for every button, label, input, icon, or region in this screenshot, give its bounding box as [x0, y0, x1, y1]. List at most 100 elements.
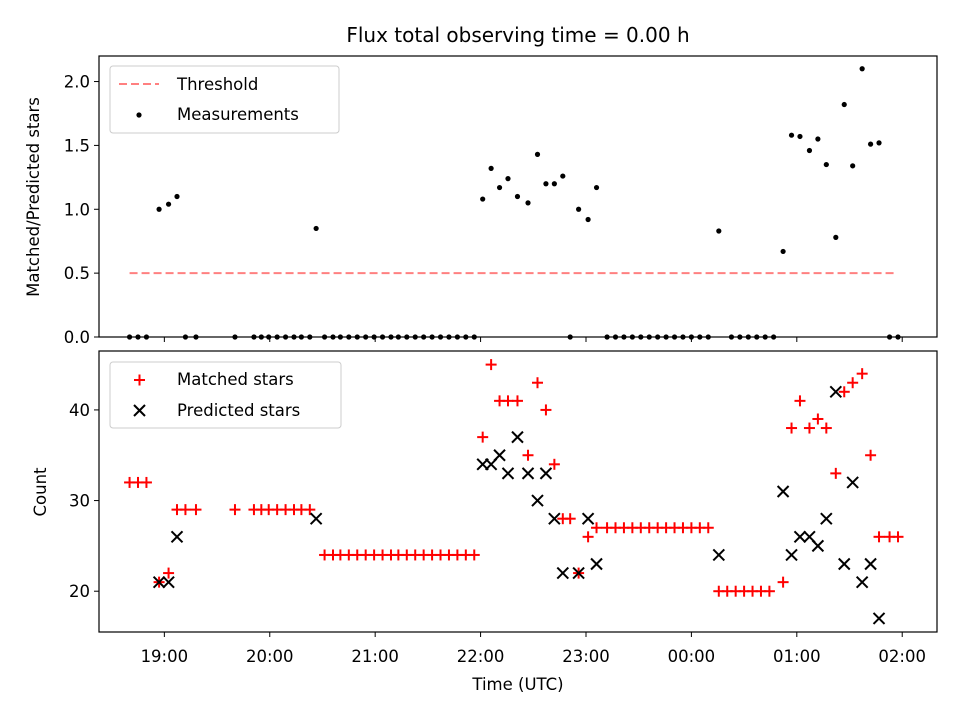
measurement-point — [780, 248, 786, 255]
measurement-point — [560, 173, 566, 179]
measurement-point — [806, 147, 813, 154]
matched-star-point — [179, 504, 191, 516]
predicted-star-point — [793, 530, 807, 544]
measurement-point — [850, 163, 856, 169]
measurements-legend-label: Measurements — [177, 105, 299, 124]
measurement-point — [543, 181, 549, 187]
predicted-star-stroke — [712, 548, 726, 562]
y-tick-label: 30 — [69, 492, 90, 511]
matched-star-point — [786, 422, 798, 434]
measurement-point — [815, 136, 821, 142]
predicted-star-point — [556, 566, 570, 580]
matched-star-point — [229, 504, 241, 516]
count-plot-frame — [98, 350, 938, 633]
predicted-star-stroke — [581, 512, 595, 525]
matched-star-point — [564, 513, 576, 525]
predicted-star-point — [829, 385, 843, 398]
predicted-star-stroke — [309, 512, 323, 525]
predicted-star-point — [864, 557, 877, 571]
measurement-point — [174, 193, 180, 200]
count-legend-box — [109, 361, 342, 429]
matched-star-point — [794, 395, 806, 407]
predicted-legend-swatch — [133, 404, 146, 417]
predicted-star-stroke — [864, 557, 877, 571]
matched-legend-swatch — [134, 374, 145, 386]
y-tick-label: 1.0 — [64, 200, 90, 219]
predicted-star-stroke — [872, 612, 886, 625]
measurement-point — [841, 101, 847, 108]
matched-star-point — [304, 504, 316, 516]
measurement-point — [797, 133, 803, 140]
matched-star-point — [856, 368, 868, 380]
ratio-legend: Threshold Measurements — [109, 65, 340, 134]
measurement-point — [859, 66, 865, 72]
predicted-star-point — [548, 512, 561, 525]
predicted-star-stroke — [501, 467, 515, 480]
measurement-point — [576, 206, 582, 212]
predicted-star-point — [309, 512, 323, 525]
matched-star-point — [820, 422, 832, 434]
predicted-star-stroke — [820, 512, 833, 525]
x-axis-ticks: 19:00 20:00 21:00 22:00 23:00 00:00 01:00 02:00 — [141, 337, 926, 666]
matched-star-point — [485, 359, 497, 371]
predicted-star-point — [712, 548, 726, 562]
predicted-star-point — [838, 557, 851, 571]
matched-star-point — [777, 576, 789, 588]
measurement-point — [716, 228, 722, 234]
predicted-star-point — [590, 557, 603, 571]
predicted-star-stroke — [539, 467, 553, 480]
x-tick-label: 00:00 — [668, 647, 716, 666]
predicted-star-stroke — [846, 476, 859, 489]
matched-star-point — [865, 449, 877, 461]
ratio-axis-ticks: 0.0 0.5 1.0 1.5 2.0 — [64, 73, 99, 347]
measurement-point — [876, 140, 882, 146]
predicted-star-point — [511, 430, 524, 444]
matched-star-point — [873, 531, 885, 543]
matched-star-point — [540, 404, 552, 416]
count-axis-ticks: 20 30 40 — [69, 401, 99, 601]
x-tick-label: 20:00 — [246, 647, 294, 666]
measurement-point — [823, 161, 829, 168]
predicted-star-stroke — [803, 530, 816, 544]
predicted-star-stroke — [170, 530, 184, 544]
measurement-point — [488, 165, 494, 171]
predicted-star-stroke — [511, 430, 524, 444]
predicted-star-point — [152, 575, 166, 589]
ratio-panel: 0.00.51.01.52.0 Matched/Predicted stars … — [24, 55, 938, 347]
predicted-star-point — [162, 575, 175, 589]
chart-title: Flux total observing time = 0.00 h — [346, 23, 689, 47]
count-plot-marks — [124, 359, 904, 625]
predicted-star-point — [820, 512, 833, 525]
matched-star-point — [163, 567, 175, 579]
x-tick-label: 01:00 — [773, 647, 821, 666]
predicted-star-stroke — [590, 557, 603, 571]
y-tick-label: 20 — [69, 582, 90, 601]
matched-star-point — [190, 504, 202, 516]
measurement-point — [496, 184, 503, 191]
count-legend: Matched stars Predicted stars — [109, 361, 342, 429]
measurement-point — [534, 151, 541, 157]
predicted-star-stroke — [556, 566, 570, 580]
measurement-point — [788, 132, 795, 138]
x-tick-label: 19:00 — [141, 647, 189, 666]
matched-star-point — [468, 549, 480, 561]
predicted-legend-label: Predicted stars — [177, 401, 300, 420]
ratio-legend-box — [109, 65, 340, 134]
ratio-y-axis-label: Matched/Predicted stars — [24, 97, 43, 297]
predicted-star-point — [521, 467, 535, 480]
matched-star-point — [511, 395, 523, 407]
matched-star-point — [522, 449, 534, 461]
matched-star-point — [803, 422, 815, 434]
predicted-star-stroke — [521, 467, 535, 480]
measurement-point — [833, 234, 839, 240]
ratio-plot-frame — [98, 55, 938, 338]
predicted-star-stroke — [785, 548, 798, 562]
matched-star-point — [838, 386, 850, 398]
matched-star-point — [812, 413, 824, 425]
count-panel: 20 30 40 Count Matched stars Predicted sta… — [31, 350, 938, 633]
predicted-star-point — [872, 612, 886, 625]
y-tick-label: 0.5 — [64, 264, 90, 283]
matched-star-point — [702, 522, 714, 534]
y-tick-label: 0.0 — [64, 328, 90, 347]
